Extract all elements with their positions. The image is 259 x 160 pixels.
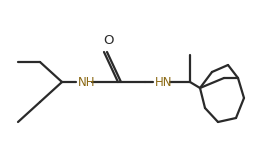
Text: HN: HN [155, 76, 172, 88]
Text: NH: NH [78, 76, 96, 88]
Text: O: O [103, 34, 113, 47]
